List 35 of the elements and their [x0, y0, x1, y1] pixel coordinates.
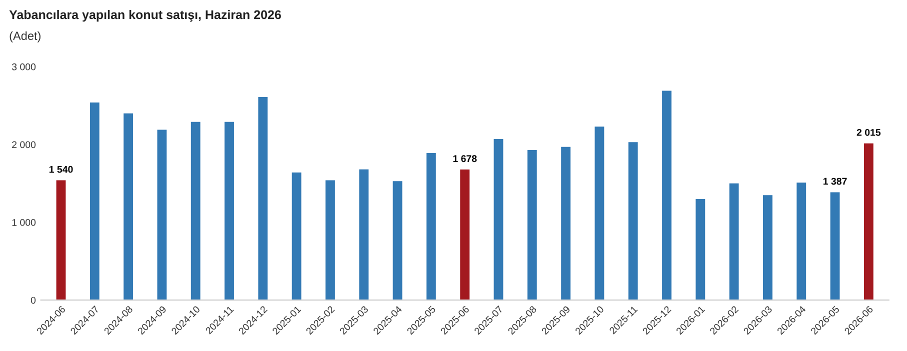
- bar: [392, 181, 402, 300]
- data-label: 1 387: [823, 178, 847, 185]
- data-label: 1 678: [453, 155, 477, 162]
- bar: [628, 142, 638, 300]
- bar: [224, 122, 234, 300]
- bar: [292, 172, 302, 300]
- bar: [258, 97, 268, 300]
- bar: [90, 102, 100, 300]
- data-label: 1 540: [49, 166, 73, 173]
- bar: [157, 130, 167, 300]
- chart-title: Yabancılara yapılan konut satışı, Haziran 2026: [9, 10, 281, 22]
- bar: [864, 143, 874, 300]
- y-tick-label: 3 000: [12, 63, 36, 70]
- bar: [594, 126, 604, 300]
- bar: [426, 153, 436, 300]
- bar: [326, 180, 335, 300]
- bar: [729, 183, 739, 300]
- bar: [56, 180, 66, 300]
- bar: [359, 169, 369, 300]
- bar: [763, 195, 772, 300]
- data-label: 2 015: [856, 128, 881, 136]
- bar: [124, 113, 134, 300]
- y-tick-label: 2 000: [12, 141, 36, 148]
- bar: [662, 90, 672, 300]
- bar: [561, 146, 571, 300]
- y-tick-label: 1 000: [12, 219, 36, 226]
- bar: [696, 198, 706, 300]
- bar: [494, 139, 504, 300]
- chart-subtitle: (Adet): [10, 31, 40, 42]
- bar: [527, 150, 537, 300]
- bar: [830, 192, 840, 300]
- bar: [460, 170, 470, 300]
- bar: [190, 122, 200, 300]
- y-tick-label: 0: [30, 296, 36, 304]
- bar: [796, 182, 806, 300]
